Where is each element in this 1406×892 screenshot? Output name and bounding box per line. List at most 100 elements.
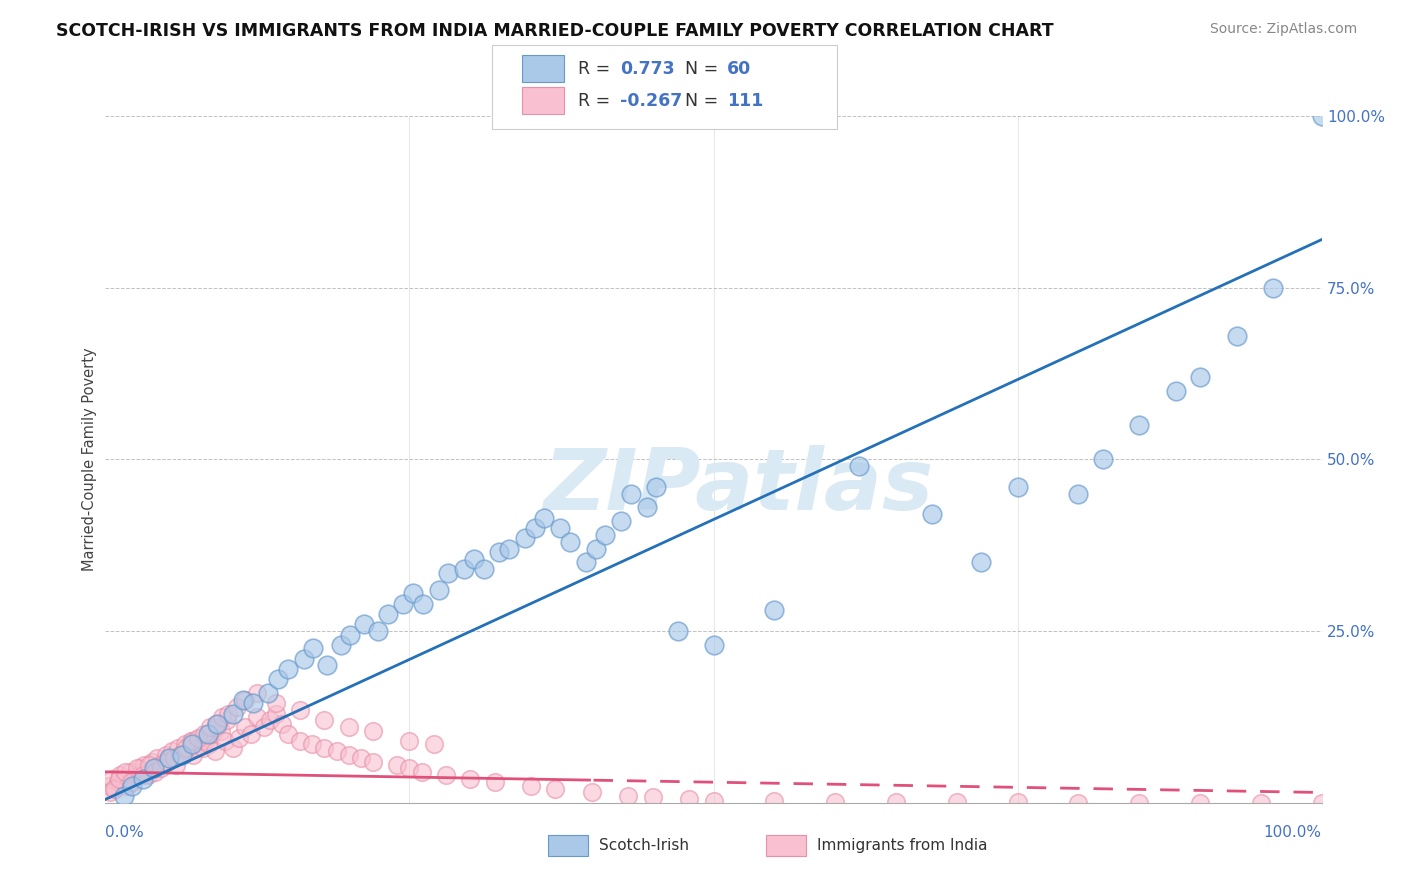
Point [1189,370,1212,384]
Point [173,738,195,752]
Point [314,740,336,755]
Point [167,740,190,755]
Point [104,782,127,797]
Text: 60: 60 [727,60,751,78]
Point [246,686,269,700]
Point [544,782,567,797]
Point [550,521,572,535]
Point [350,751,373,765]
Point [824,795,846,809]
Point [330,638,353,652]
Point [157,751,180,765]
Point [180,734,202,748]
Point [884,795,907,809]
Point [270,716,292,731]
Point [763,794,786,808]
Point [201,727,224,741]
Point [120,775,142,789]
Text: 0.0%: 0.0% [105,825,145,840]
Point [302,641,325,656]
Point [242,696,264,710]
Text: 111: 111 [727,92,763,110]
Point [98,785,121,799]
Point [222,740,245,755]
Point [288,734,311,748]
Point [228,731,250,745]
Point [617,789,640,803]
Point [423,738,446,752]
Point [437,566,460,580]
Point [581,785,603,799]
Point [252,720,274,734]
Point [100,772,122,786]
Point [1225,328,1247,343]
Point [156,755,179,769]
Point [498,541,520,556]
Point [162,751,184,765]
Point [232,692,254,706]
Point [134,758,156,772]
Point [132,772,155,786]
Point [112,789,135,803]
Point [136,768,159,782]
Point [207,716,229,731]
Point [402,586,425,600]
Point [411,764,433,779]
Point [188,731,211,745]
Point [585,541,607,556]
Point [153,755,176,769]
Point [264,706,287,721]
Point [595,528,617,542]
Point [112,772,135,786]
Point [103,782,125,797]
Point [1067,796,1090,810]
Point [763,603,786,617]
Point [277,662,299,676]
Point [205,716,228,731]
Point [170,747,193,762]
Point [143,761,166,775]
Point [945,796,967,810]
Point [488,545,510,559]
Point [702,638,725,652]
Point [533,510,555,524]
Text: N =: N = [685,60,724,78]
Point [520,779,543,793]
Point [186,740,208,755]
Point [155,747,177,762]
Point [187,731,209,745]
Point [353,617,375,632]
Point [222,706,245,721]
Point [575,555,598,570]
Point [848,459,870,474]
Point [233,720,256,734]
Point [143,764,166,779]
Point [198,720,221,734]
Point [315,658,337,673]
Point [392,597,415,611]
Point [361,755,384,769]
Point [484,775,506,789]
Point [398,761,420,775]
Point [427,582,450,597]
Point [1310,109,1333,123]
Point [181,747,204,762]
Point [325,744,347,758]
Point [191,740,214,755]
Point [314,714,336,728]
Point [398,734,420,748]
Point [149,758,172,772]
Point [207,720,229,734]
Point [246,710,269,724]
Point [165,758,187,772]
Point [145,751,167,765]
Point [209,723,232,738]
Point [204,744,226,758]
Point [121,779,143,793]
Text: -0.267: -0.267 [620,92,682,110]
Point [174,740,197,755]
Point [1164,384,1187,398]
Point [921,508,943,522]
Point [217,706,239,721]
Point [523,521,546,535]
